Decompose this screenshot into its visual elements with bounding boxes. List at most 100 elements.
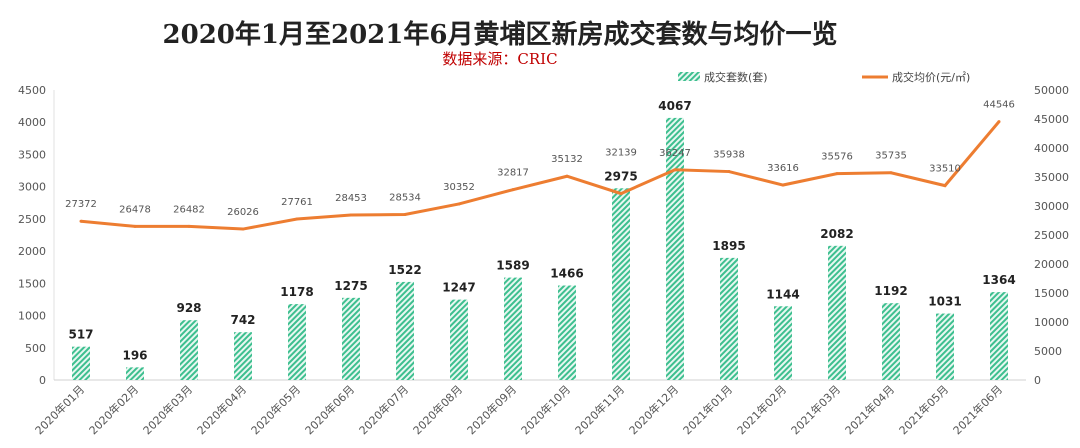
- line-point: [943, 184, 947, 188]
- line-point: [997, 120, 1001, 124]
- bar: [774, 306, 792, 380]
- right-tick-label: 15000: [1034, 287, 1069, 300]
- bar-data-label: 1364: [982, 273, 1015, 287]
- line-point: [295, 217, 299, 221]
- line-point: [673, 168, 677, 172]
- right-tick-label: 5000: [1034, 345, 1062, 358]
- line-data-label: 32139: [605, 148, 637, 159]
- bar: [828, 245, 846, 380]
- x-tick-label: 2020年09月: [464, 382, 519, 437]
- bar-data-label: 742: [230, 313, 255, 327]
- line-data-label: 27372: [65, 199, 97, 210]
- bar: [72, 346, 90, 380]
- right-tick-label: 25000: [1034, 229, 1069, 242]
- bar-data-label: 1192: [874, 284, 907, 298]
- x-tick-label: 2020年12月: [626, 382, 681, 437]
- chart-subtitle: 数据来源：CRIC: [442, 50, 558, 68]
- line-data-label: 35132: [551, 154, 583, 165]
- bar: [288, 304, 306, 380]
- left-tick-label: 0: [39, 374, 46, 387]
- x-tick-label: 2020年11月: [572, 382, 627, 437]
- bar: [666, 117, 684, 380]
- line-data-label: 35735: [875, 151, 907, 162]
- line-point: [133, 224, 137, 228]
- bar: [450, 299, 468, 380]
- bar-data-label: 517: [68, 328, 93, 342]
- bar: [234, 332, 252, 380]
- right-tick-label: 35000: [1034, 171, 1069, 184]
- price-line: [80, 120, 1001, 231]
- left-tick-label: 1000: [18, 310, 46, 323]
- line-data-label: 36247: [659, 148, 691, 159]
- bar: [882, 303, 900, 380]
- bar-data-label: 1895: [712, 239, 745, 253]
- x-tick-label: 2020年10月: [518, 382, 573, 437]
- line-data-label: 28453: [335, 193, 367, 204]
- line-point: [79, 219, 83, 223]
- bar-data-label: 1466: [550, 267, 583, 281]
- bar-data-label: 2975: [604, 169, 637, 183]
- x-tick-label: 2020年03月: [140, 382, 195, 437]
- bar-data-label: 1522: [388, 263, 421, 277]
- bar-data-label: 2082: [820, 227, 853, 241]
- x-tick-label: 2020年04月: [194, 382, 249, 437]
- bar-data-label: 196: [122, 348, 147, 362]
- x-tick-label: 2020年02月: [86, 382, 141, 437]
- line-point: [241, 227, 245, 231]
- right-tick-label: 40000: [1034, 142, 1069, 155]
- bar: [180, 320, 198, 380]
- x-tick-label: 2021年03月: [788, 382, 843, 437]
- line-data-label: 44546: [983, 100, 1015, 111]
- line-point: [403, 213, 407, 217]
- bar: [396, 281, 414, 380]
- bar-data-label: 1275: [334, 279, 367, 293]
- x-tick-label: 2020年06月: [302, 382, 357, 437]
- left-tick-label: 2000: [18, 245, 46, 258]
- x-tick-label: 2020年05月: [248, 382, 303, 437]
- legend-line-label: 成交均价(元/㎡): [892, 70, 970, 84]
- line-point: [781, 183, 785, 187]
- left-tick-label: 4000: [18, 116, 46, 129]
- left-tick-label: 500: [25, 342, 46, 355]
- line-data-label: 33616: [767, 163, 799, 174]
- bar-data-label: 4067: [658, 99, 691, 113]
- chart-title: 2020年1月至2021年6月黄埔区新房成交套数与均价一览: [162, 20, 838, 50]
- x-tick-label: 2021年02月: [734, 382, 789, 437]
- bar: [126, 367, 144, 380]
- x-tick-label: 2020年07月: [356, 382, 411, 437]
- line-point: [727, 170, 731, 174]
- line-data-label: 26026: [227, 207, 259, 218]
- right-tick-label: 50000: [1034, 84, 1069, 97]
- bar-data-label: 928: [176, 301, 201, 315]
- line-data-label: 35576: [821, 152, 853, 163]
- right-tick-label: 0: [1034, 374, 1041, 387]
- bar: [558, 285, 576, 380]
- x-tick-label: 2021年01月: [680, 382, 735, 437]
- line-point: [619, 192, 623, 196]
- line-point: [889, 171, 893, 175]
- line-data-label: 30352: [443, 182, 475, 193]
- legend-bar-label: 成交套数(套): [704, 70, 768, 84]
- right-tick-label: 30000: [1034, 200, 1069, 213]
- right-tick-label: 10000: [1034, 316, 1069, 329]
- line-point: [187, 224, 191, 228]
- bar-data-label: 1031: [928, 295, 961, 309]
- bar: [990, 292, 1008, 380]
- line-data-label: 26478: [119, 204, 151, 215]
- bar-data-label: 1144: [766, 287, 799, 301]
- left-tick-label: 3500: [18, 148, 46, 161]
- line-point: [511, 188, 515, 192]
- x-tick-label: 2020年08月: [410, 382, 465, 437]
- legend-bar-swatch: [678, 72, 700, 81]
- line-data-label: 28534: [389, 193, 421, 204]
- line-point: [457, 202, 461, 206]
- x-tick-label: 2021年06月: [950, 382, 1005, 437]
- left-tick-label: 1500: [18, 277, 46, 290]
- bar: [936, 313, 954, 380]
- line-data-label: 27761: [281, 197, 313, 208]
- x-tick-label: 2021年04月: [842, 382, 897, 437]
- line-point: [565, 174, 569, 178]
- line-data-label: 33510: [929, 164, 961, 175]
